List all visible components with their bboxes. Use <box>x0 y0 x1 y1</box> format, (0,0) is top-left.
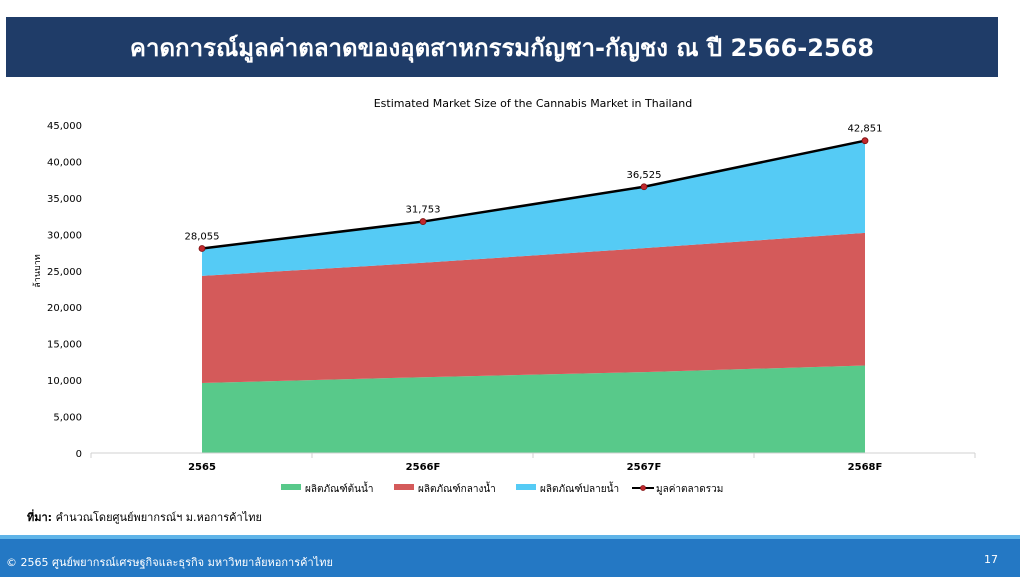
x-tick-label: 2565 <box>188 462 216 473</box>
legend-swatch <box>281 484 301 490</box>
legend-label: มูลค่าตลาดรวม <box>656 484 723 495</box>
legend-swatch <box>516 484 536 490</box>
legend-swatch <box>394 484 414 490</box>
area-series-3 <box>202 140 865 276</box>
total-market-point <box>198 245 206 252</box>
slide-title-bar: คาดการณ์มูลค่าตลาดของอุตสาหกรรมกัญชา-กัญ… <box>6 17 998 77</box>
y-tick-label: 20,000 <box>47 303 82 314</box>
source-text: คำนวณโดยศูนย์พยากรณ์ฯ ม.หอการค้าไทย <box>52 511 262 524</box>
slide-title: คาดการณ์มูลค่าตลาดของอุตสาหกรรมกัญชา-กัญ… <box>129 33 875 62</box>
page-number: 17 <box>984 553 998 566</box>
area-series-2 <box>202 232 865 384</box>
total-market-line <box>201 139 866 250</box>
footer-accent-line <box>0 535 1020 539</box>
legend-label: ผลิตภัณฑ์ปลายน้ำ <box>540 481 619 495</box>
chart-title: Estimated Market Size of the Cannabis Ma… <box>374 97 693 110</box>
y-tick-label: 45,000 <box>47 121 82 132</box>
total-market-point <box>419 218 427 225</box>
source-label: ที่มา: <box>27 511 53 524</box>
y-tick-label: 35,000 <box>47 194 82 205</box>
y-tick-label: 25,000 <box>47 267 82 278</box>
y-axis-label: ล้านบาท <box>32 254 43 287</box>
data-label: 31,753 <box>406 205 441 216</box>
y-tick-label: 40,000 <box>47 157 82 168</box>
total-market-point <box>861 137 869 145</box>
y-tick-label: 10,000 <box>47 376 82 387</box>
y-tick-label: 30,000 <box>47 230 82 241</box>
area-series-1 <box>202 365 865 453</box>
footer-bar: © 2565 ศูนย์พยากรณ์เศรษฐกิจและธุรกิจ มหา… <box>0 539 1020 577</box>
total-market-point <box>640 183 648 191</box>
x-tick-label: 2566F <box>406 462 441 473</box>
data-label: 28,055 <box>185 232 220 243</box>
y-tick-label: 0 <box>76 449 82 460</box>
source-note: ที่มา: คำนวณโดยศูนย์พยากรณ์ฯ ม.หอการค้าไ… <box>27 508 262 526</box>
legend-label: ผลิตภัณฑ์ต้นน้ำ <box>305 481 373 495</box>
data-label: 36,525 <box>627 170 662 181</box>
x-tick-label: 2568F <box>848 462 883 473</box>
footer-copyright: © 2565 ศูนย์พยากรณ์เศรษฐกิจและธุรกิจ มหา… <box>6 556 333 569</box>
y-tick-label: 5,000 <box>53 413 82 424</box>
data-label: 42,851 <box>848 124 883 135</box>
legend-marker <box>640 485 646 491</box>
legend-label: ผลิตภัณฑ์กลางน้ำ <box>418 481 496 495</box>
market-size-chart: Estimated Market Size of the Cannabis Ma… <box>32 97 976 495</box>
y-tick-label: 15,000 <box>47 340 82 351</box>
x-tick-label: 2567F <box>627 462 662 473</box>
